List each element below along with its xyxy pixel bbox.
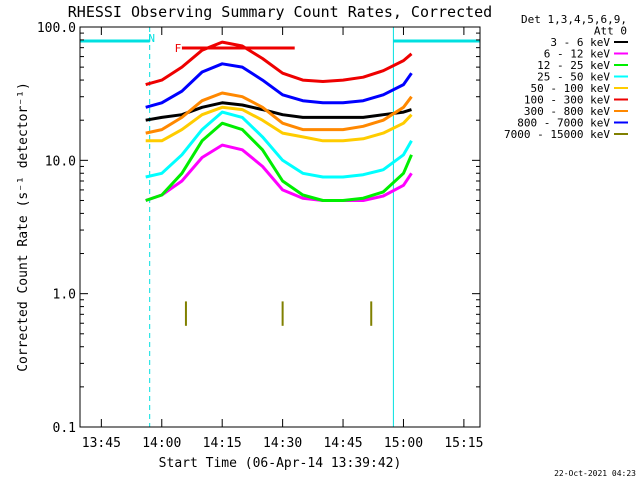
- series-line-100-300-kev: [145, 40, 413, 87]
- x-tick-label-1: 14:00: [142, 436, 181, 451]
- night-intervals: [79, 27, 481, 427]
- series-line-800-7000-kev: [145, 62, 413, 109]
- x-tick-label-2: 14:15: [203, 436, 242, 451]
- legend-label-3-6-kev: 3 - 6 keV: [550, 36, 610, 49]
- y-tick-label-0: 0.1: [53, 421, 76, 436]
- x-tick-label-6: 15:15: [444, 436, 483, 451]
- y-tick-label-3: 100.0: [37, 21, 76, 36]
- x-axis-label: Start Time (06-Apr-14 13:39:42): [159, 456, 402, 471]
- series-line-12-25-kev: [145, 121, 413, 202]
- legend-label-800-7000-kev: 800 - 7000 keV: [517, 117, 610, 130]
- y-tick-label-1: 1.0: [53, 288, 76, 303]
- annotations: NF: [148, 32, 181, 55]
- x-tick-label-3: 14:30: [263, 436, 302, 451]
- chart-title: RHESSI Observing Summary Count Rates, Co…: [68, 3, 492, 21]
- series-line-50-100-kev: [145, 105, 413, 143]
- legend-label-50-100-kev: 50 - 100 keV: [531, 82, 611, 95]
- legend-header-0: Det 1,3,4,5,6,9,: [521, 13, 627, 26]
- legend-header-1: Att 0: [594, 25, 627, 38]
- series-line-6-12-kev: [145, 143, 413, 202]
- series-line-25-50-kev: [145, 110, 413, 179]
- x-axis-ticks: 13:45 14:00 14:15 14:30 14:45 15:00 15:15: [82, 27, 483, 451]
- legend-label-300-800-kev: 300 - 800 keV: [524, 105, 610, 118]
- annotation-f: F: [175, 42, 182, 55]
- y-axis-ticks: 0.1 1.0 10.0 100.0: [37, 21, 480, 436]
- legend-label-12-25-kev: 12 - 25 keV: [537, 59, 610, 72]
- series-line-3-6-kev: [145, 101, 412, 122]
- x-tick-label-0: 13:45: [82, 436, 121, 451]
- legend-label-6-12-kev: 6 - 12 keV: [544, 48, 611, 61]
- x-tick-label-4: 14:45: [323, 436, 362, 451]
- timestamp: 22-Oct-2021 04:23: [554, 469, 636, 478]
- legend-label-7000-15000-kev: 7000 - 15000 keV: [504, 128, 610, 141]
- plot-frame: [79, 26, 481, 428]
- y-axis-label: Corrected Count Rate (s⁻¹ detector⁻¹): [16, 82, 31, 372]
- y-tick-label-2: 10.0: [45, 154, 76, 169]
- series-lines: [145, 40, 413, 326]
- series-line-300-800-kev: [145, 91, 413, 135]
- annotation-n: N: [148, 32, 155, 45]
- legend-label-25-50-kev: 25 - 50 keV: [537, 71, 610, 84]
- x-tick-label-5: 15:00: [384, 436, 423, 451]
- legend-label-100-300-kev: 100 - 300 keV: [524, 94, 610, 107]
